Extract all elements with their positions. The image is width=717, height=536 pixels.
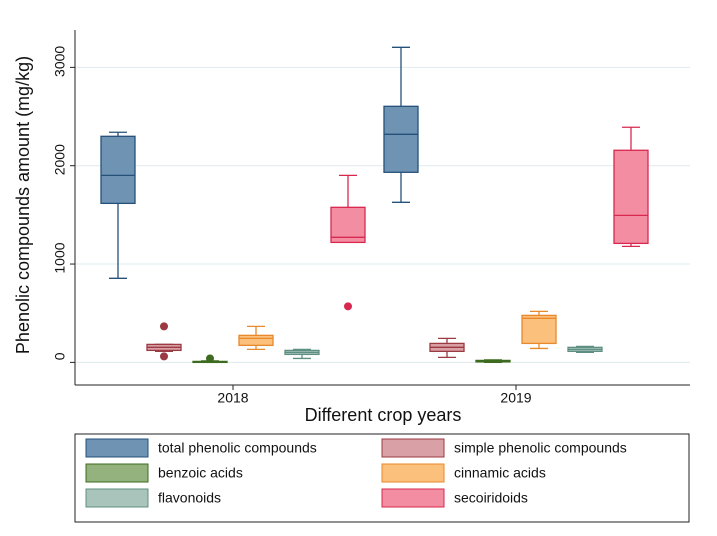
x-axis-label: Different crop years [305,405,462,425]
outlier [160,352,168,361]
legend-swatch [85,438,149,458]
box [238,334,274,347]
y-tick-label: 3000 [52,46,68,77]
legend-label: cinnamic acids [454,465,546,481]
outlier [206,354,214,363]
outlier [344,302,352,311]
legend-label: benzoic acids [158,465,243,481]
box [100,135,136,205]
legend-label: flavonoids [158,490,221,506]
legend-label: secoiridoids [454,490,528,506]
legend-swatch [85,488,149,508]
outlier [160,322,168,331]
legend-swatch [381,438,445,458]
x-tick-label: 2019 [500,390,531,406]
box [613,149,649,245]
legend-label: total phenolic compounds [158,440,317,456]
box [383,105,419,173]
y-tick-label: 0 [52,352,68,360]
x-tick-label: 2018 [217,390,248,406]
legend-swatch [85,463,149,483]
box [521,314,557,345]
legend-label: simple phenolic compounds [454,440,627,456]
y-tick-label: 2000 [52,144,68,175]
y-axis-label: Phenolic compounds amount (mg/kg) [13,56,33,354]
box [330,206,366,244]
legend-swatch [381,488,445,508]
y-tick-label: 1000 [52,242,68,273]
legend-swatch [381,463,445,483]
